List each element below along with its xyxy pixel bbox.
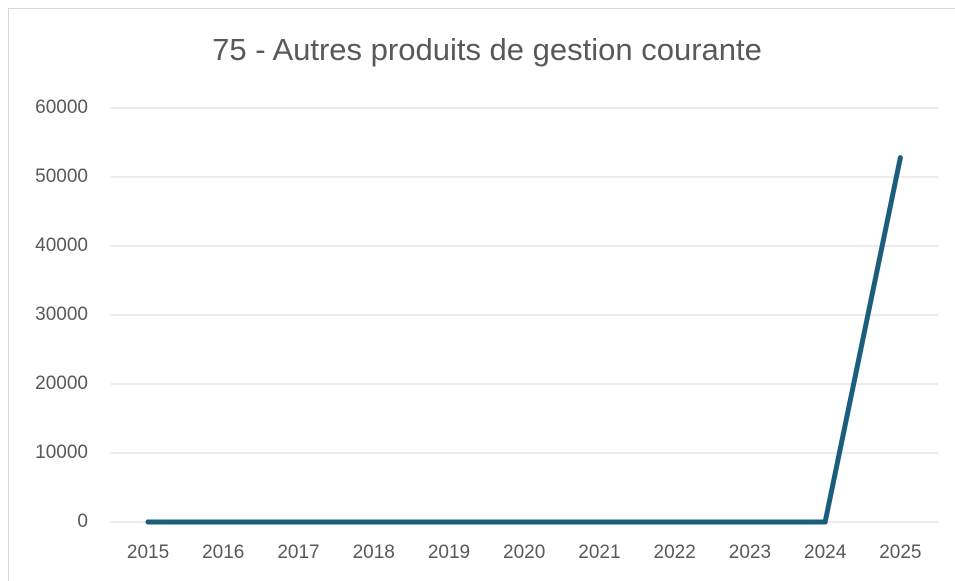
x-tick-label: 2019 xyxy=(428,542,470,563)
x-tick-label: 2018 xyxy=(353,542,395,563)
y-tick-label: 30000 xyxy=(35,304,88,325)
x-tick-label: 2025 xyxy=(879,542,921,563)
chart-title: 75 - Autres produits de gestion courante xyxy=(212,32,762,67)
x-tick-label: 2016 xyxy=(202,542,244,563)
y-tick-label: 20000 xyxy=(35,373,88,394)
x-tick-label: 2022 xyxy=(654,542,696,563)
x-tick-label: 2024 xyxy=(804,542,847,563)
y-tick-label: 10000 xyxy=(35,442,88,463)
chart-frame xyxy=(8,8,955,581)
x-tick-label: 2017 xyxy=(277,542,319,563)
x-tick-label: 2020 xyxy=(503,542,545,563)
y-tick-label: 50000 xyxy=(35,166,88,187)
x-tick-label: 2021 xyxy=(578,542,620,563)
y-tick-label: 0 xyxy=(77,511,88,532)
x-tick-label: 2023 xyxy=(729,542,771,563)
y-tick-label: 40000 xyxy=(35,235,88,256)
y-tick-label: 60000 xyxy=(35,97,88,118)
x-tick-label: 2015 xyxy=(127,542,169,563)
data-line xyxy=(145,155,903,525)
